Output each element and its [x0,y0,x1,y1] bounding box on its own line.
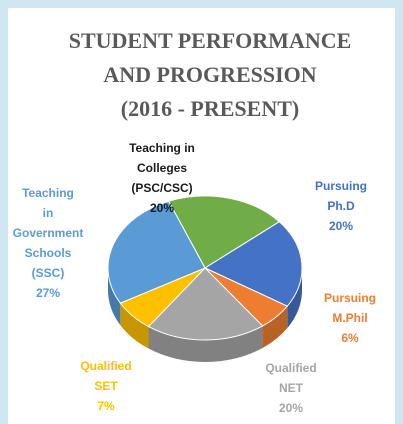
slice [167,195,281,269]
slice [107,200,206,304]
data-value-label: 20% [150,201,174,215]
data-value-label: 20% [329,219,353,233]
data-value-label: 20% [279,401,303,415]
slice-side [262,306,288,348]
data-value-label: 7% [97,399,115,413]
slice [203,221,303,307]
data-label: Qualified NET [265,361,316,395]
data-label: Qualified SET [80,359,131,393]
slice [147,267,264,341]
chart-title: STUDENT PERFORMANCE AND PROGRESSION (2016 … [69,28,352,121]
data-label: Teaching in Colleges (PSC/CSC) [129,141,195,195]
data-label: Pursuing Ph.D [315,179,367,213]
slice-side [108,268,121,326]
data-value-label: 27% [36,286,60,300]
slice-side [287,268,302,329]
data-value-label: 6% [341,331,359,345]
slice-side [148,325,263,362]
slice-side [120,303,149,349]
data-label: Pursuing M.Phil [324,291,376,325]
data-label: Teaching in Government Schools (SSC) [13,186,84,280]
